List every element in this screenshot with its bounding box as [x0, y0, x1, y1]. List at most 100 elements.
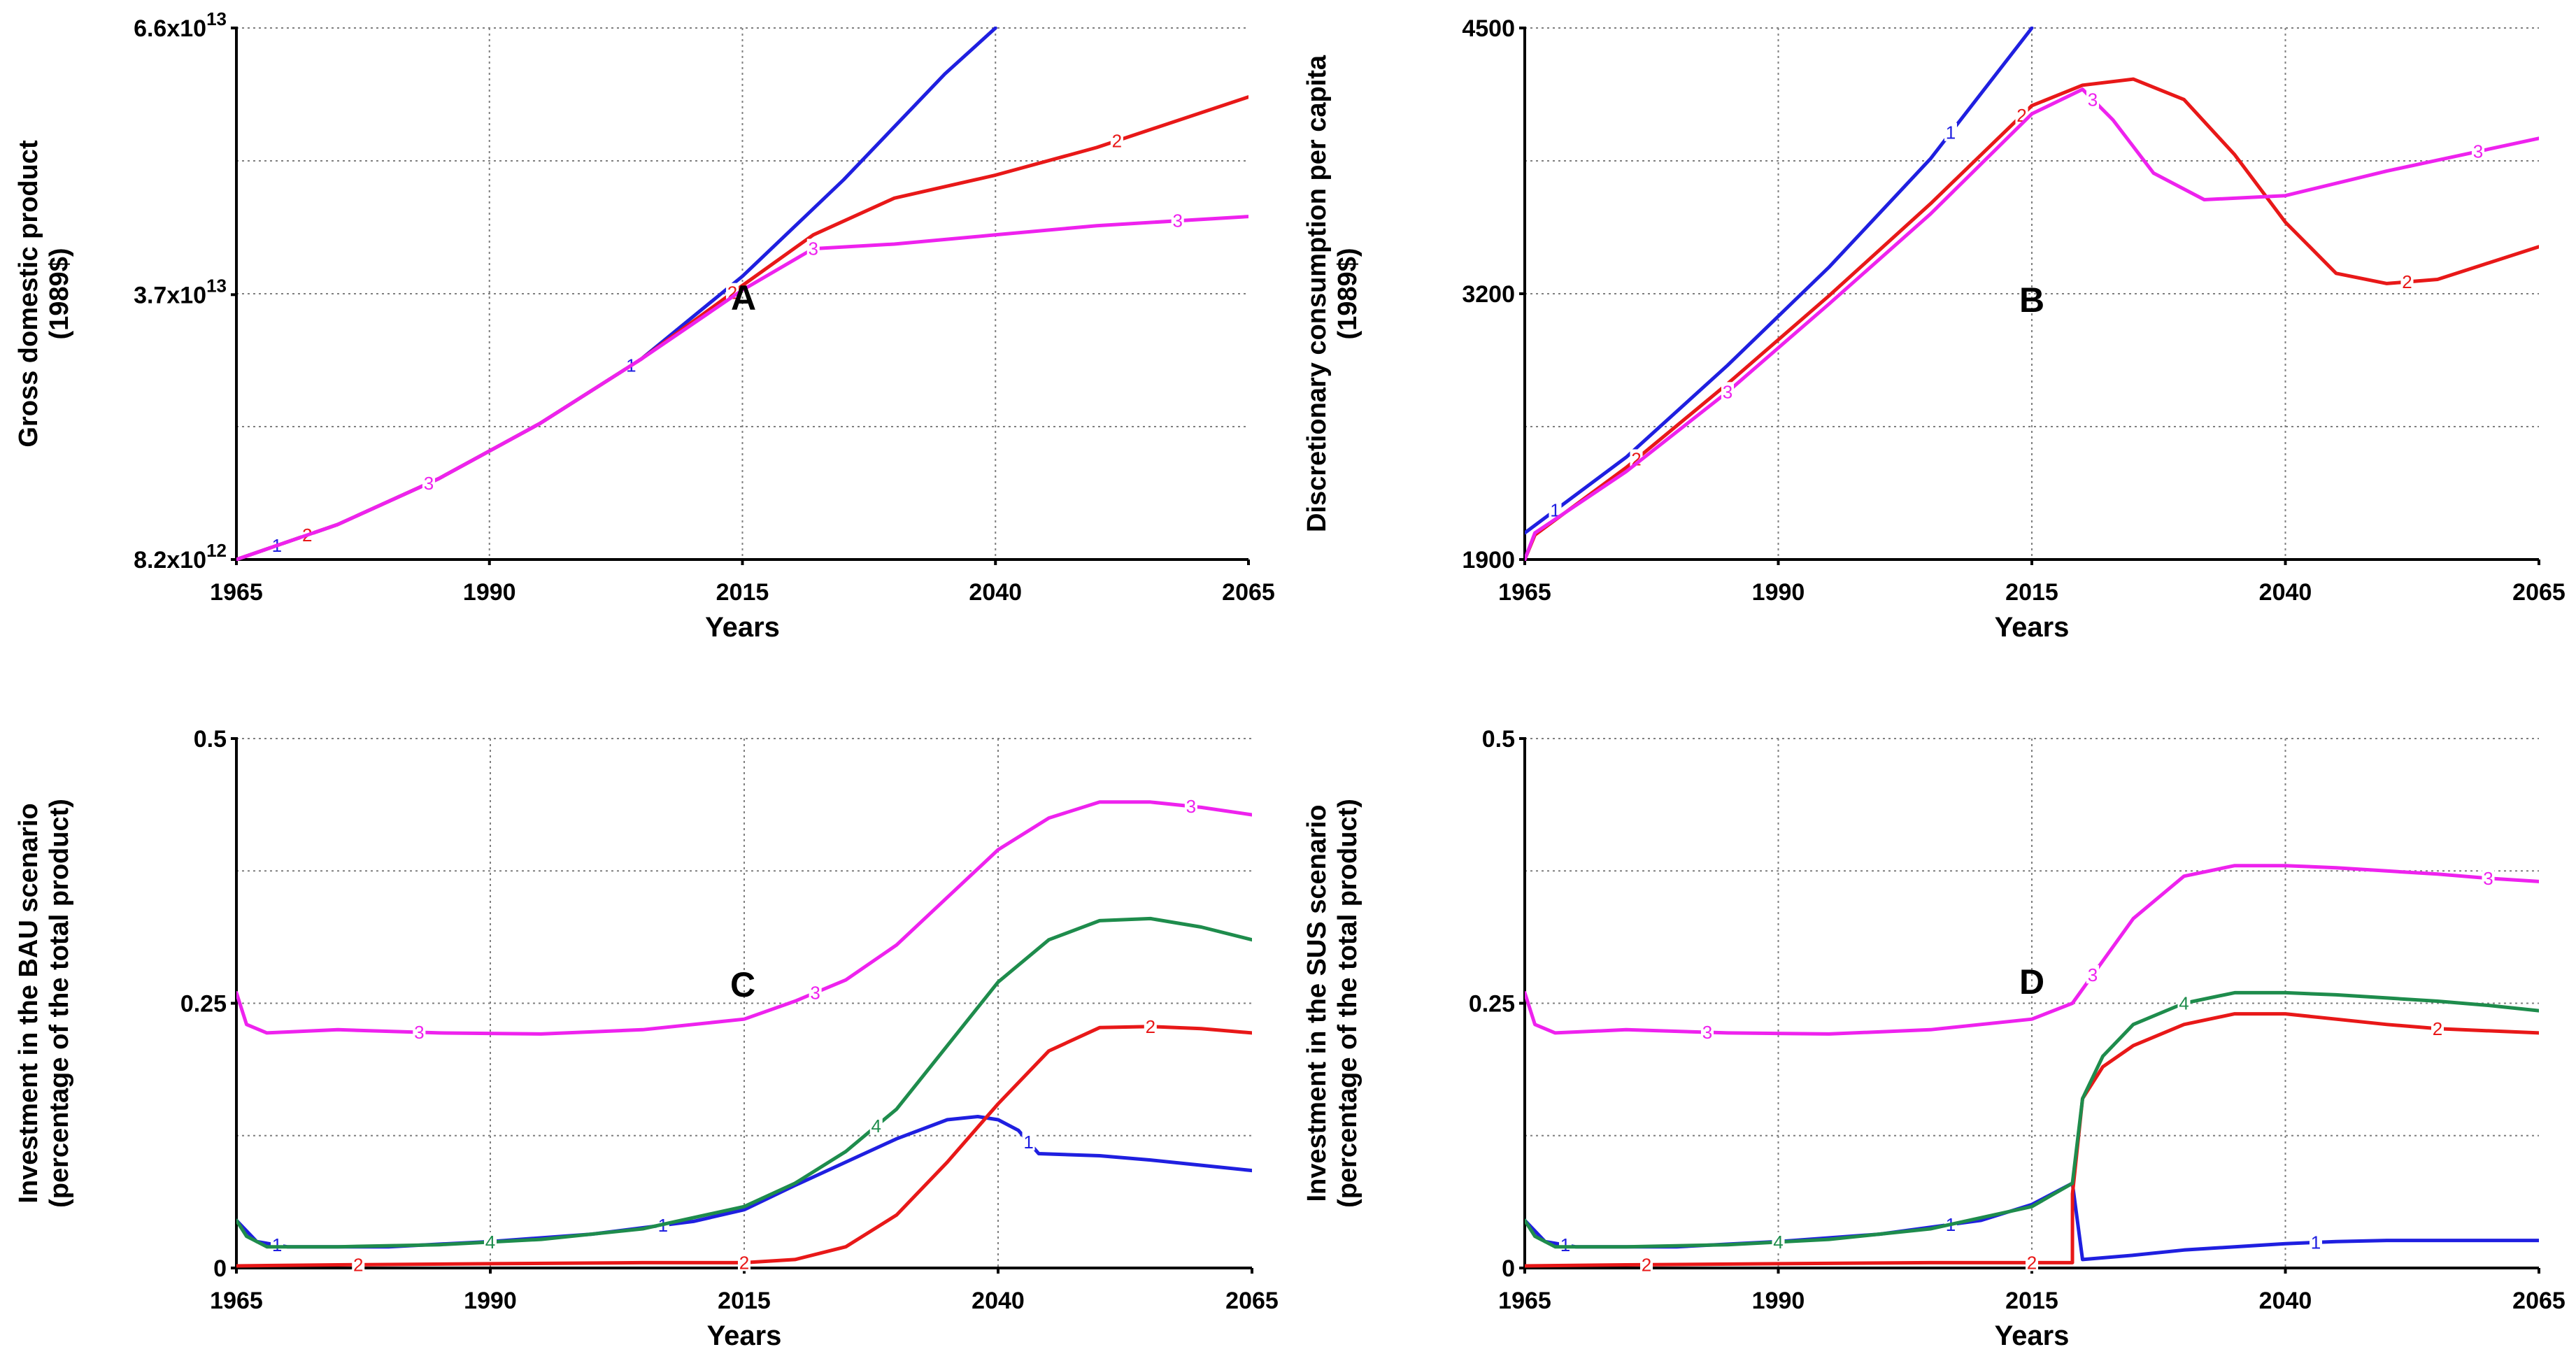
- series-marker-bg: [1701, 1022, 1714, 1041]
- x-tick-label: 2065: [1222, 579, 1275, 606]
- x-tick-label: 2015: [2005, 579, 2058, 606]
- series-marker-bg: [271, 1235, 284, 1254]
- y-tick-label: 8.2x1012: [134, 540, 227, 573]
- y-axis-title: Investment in the SUS scenario: [1302, 804, 1332, 1202]
- series-line-2: [236, 95, 1248, 561]
- series-marker-bg: [738, 1253, 750, 1271]
- series-line-4: [236, 916, 1252, 1249]
- y-tick-label: 1900: [1462, 547, 1515, 573]
- y-tick-base: 6.6x10: [134, 15, 206, 42]
- series-marker-bg: [2431, 1018, 2444, 1037]
- series-marker-label: 4: [871, 1116, 881, 1137]
- y-tick-label: 0: [213, 1255, 227, 1282]
- y-axis-title: (percentage of the total product): [1333, 799, 1362, 1208]
- x-tick-label: 2065: [1225, 1288, 1279, 1314]
- series-marker-label: 1: [1550, 500, 1560, 521]
- series-marker-bg: [2086, 90, 2099, 108]
- series-marker-label: 1: [272, 1234, 282, 1255]
- series-marker-bg: [809, 983, 822, 1002]
- y-tick-label: 0: [1502, 1255, 1515, 1282]
- y-tick-label: 0.25: [1469, 991, 1515, 1018]
- series-marker-bg: [869, 1116, 883, 1135]
- y-tick-base: 3.7x10: [134, 282, 206, 308]
- y-tick-base: 0: [213, 1255, 227, 1282]
- y-tick-exponent: 12: [206, 540, 227, 561]
- chart-panel-d: 1965 1990 2015 2040 2065 0 0.25 0.5 Years Investm…: [1302, 726, 2566, 1351]
- y-tick-label: 0.5: [194, 726, 227, 753]
- x-tick-label: 1990: [463, 579, 516, 606]
- series-marker-label: 3: [2088, 964, 2098, 985]
- series-line-2: [236, 1025, 1252, 1268]
- x-tick-label: 2040: [972, 1288, 1025, 1314]
- series-line-2: [1525, 77, 2539, 561]
- y-tick-base: 0: [1502, 1255, 1515, 1282]
- series-marker-bg: [1640, 1255, 1653, 1274]
- panel-letter: A: [731, 278, 756, 318]
- y-tick-base: 4500: [1462, 15, 1515, 42]
- series-marker-bg: [2177, 993, 2191, 1012]
- panel-letter: C: [730, 965, 755, 1004]
- y-tick-base: 3200: [1462, 281, 1515, 308]
- series-marker-bg: [2086, 965, 2099, 984]
- x-tick-label: 2040: [2259, 579, 2312, 606]
- series-marker-bg: [1559, 1235, 1572, 1254]
- x-tick-label: 2065: [2512, 1288, 2566, 1314]
- series-marker-bg: [1184, 796, 1197, 815]
- series-line-3: [236, 215, 1248, 561]
- y-axis-title: Investment in the BAU scenario: [14, 803, 43, 1203]
- x-tick-label: 1990: [464, 1288, 517, 1314]
- series-marker-bg: [1944, 122, 1957, 141]
- series-marker-bg: [2026, 1253, 2038, 1271]
- x-axis-title: Years: [1995, 612, 2070, 643]
- series-marker-bg: [2472, 141, 2484, 160]
- series-marker-label: 4: [1773, 1232, 1783, 1253]
- series-marker-bg: [1110, 131, 1123, 150]
- series-marker-bg: [2310, 1232, 2322, 1251]
- x-tick-label: 2040: [2259, 1288, 2312, 1314]
- series-marker-label: 2: [1146, 1016, 1155, 1037]
- series-marker-label: 2: [2402, 271, 2412, 292]
- series-marker-label: 2: [353, 1254, 363, 1275]
- series-marker-label: 2: [1112, 130, 1122, 151]
- series-marker-bg: [2400, 272, 2414, 291]
- x-axis-title: Years: [707, 1320, 782, 1351]
- y-tick-base: 0.25: [1469, 991, 1515, 1018]
- x-tick-label: 1990: [1752, 579, 1805, 606]
- series-marker-bg: [484, 1232, 497, 1251]
- series-marker-label: 1: [1560, 1234, 1570, 1255]
- x-tick-label: 1965: [1498, 1288, 1551, 1314]
- x-tick-label: 1990: [1752, 1288, 1805, 1314]
- y-tick-base: 1900: [1462, 547, 1515, 573]
- series-marker-label: 2: [2433, 1018, 2442, 1039]
- series-marker-label: 2: [739, 1252, 749, 1273]
- y-tick-label: 0.5: [1482, 726, 1515, 753]
- y-tick-exponent: 13: [206, 275, 227, 296]
- series-marker-bg: [1772, 1232, 1785, 1251]
- series-marker-label: 3: [2088, 89, 2098, 110]
- series-marker-label: 3: [2483, 868, 2493, 889]
- series-marker-label: 2: [2027, 1252, 2037, 1273]
- series-line-4: [1525, 990, 2539, 1249]
- series-marker-bg: [2482, 868, 2495, 887]
- x-tick-label: 2065: [2512, 579, 2566, 606]
- x-tick-label: 2015: [716, 579, 769, 606]
- x-tick-label: 2015: [2005, 1288, 2058, 1314]
- series-marker-label: 3: [1186, 796, 1196, 817]
- series-marker-bg: [422, 473, 435, 492]
- series-marker-bg: [1022, 1132, 1035, 1150]
- series-marker-bg: [413, 1022, 426, 1041]
- series-marker-bg: [1144, 1016, 1157, 1035]
- panel-letter: D: [2019, 962, 2044, 1002]
- series-line-3: [1525, 864, 2539, 1036]
- x-axis-title: Years: [705, 612, 780, 643]
- y-tick-exponent: 13: [206, 8, 227, 29]
- series-marker-label: 1: [1946, 122, 1956, 143]
- series-marker-bg: [352, 1255, 365, 1274]
- y-axis-title: Discretionary consumption per capita: [1302, 55, 1332, 532]
- y-axis-title: (1989$): [45, 248, 74, 340]
- x-tick-label: 1965: [210, 1288, 263, 1314]
- series-marker-label: 3: [810, 982, 820, 1003]
- y-tick-label: 3200: [1462, 281, 1515, 308]
- series-marker-label: 3: [1702, 1022, 1712, 1043]
- x-tick-label: 1965: [210, 579, 263, 606]
